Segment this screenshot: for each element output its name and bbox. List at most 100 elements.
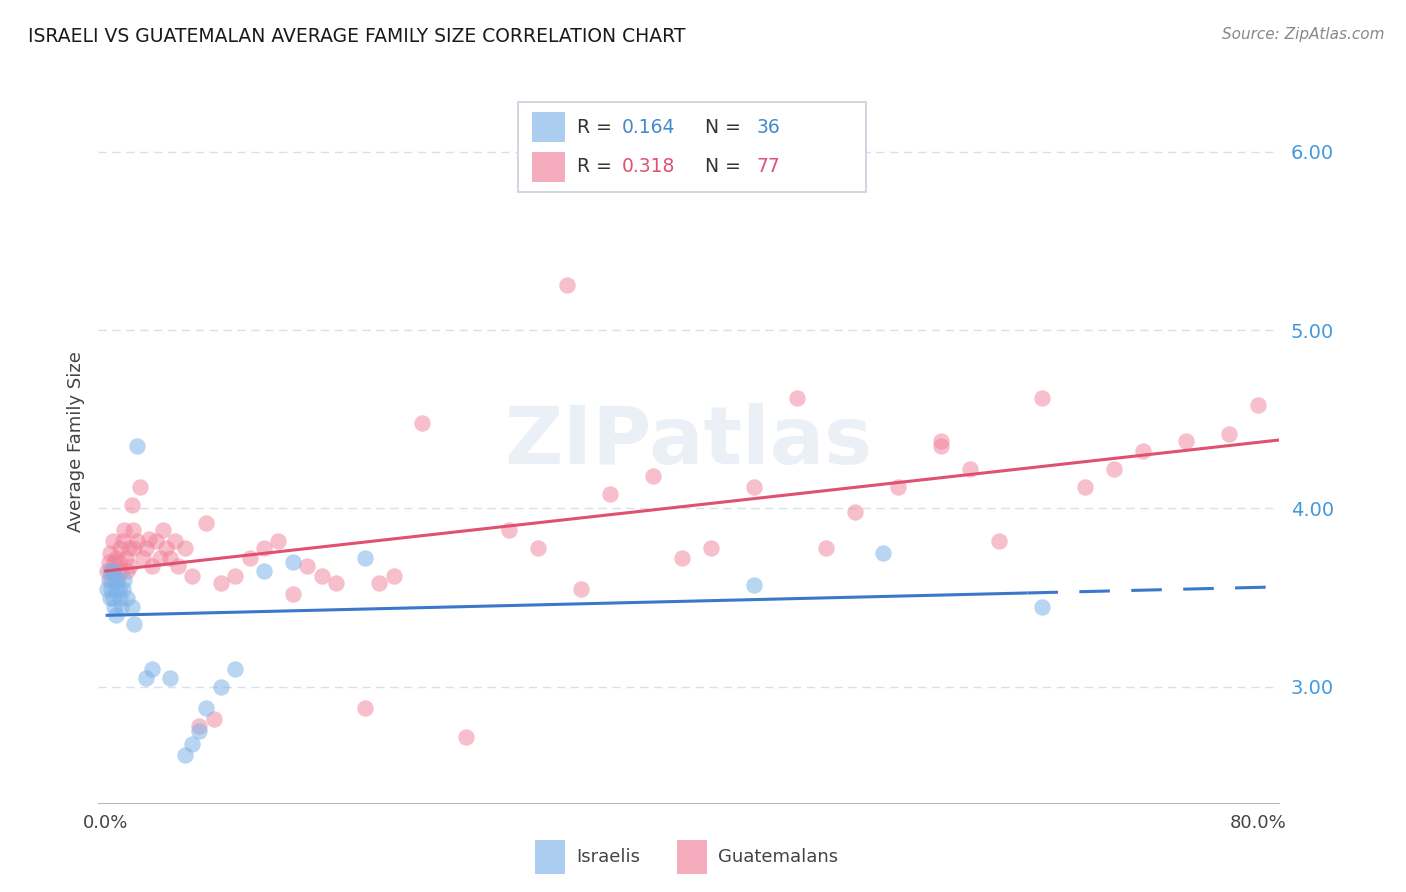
Point <box>195 516 218 530</box>
Text: N =: N = <box>686 118 747 136</box>
Point <box>929 434 952 448</box>
Point <box>97 555 120 569</box>
Point <box>112 523 135 537</box>
Point <box>98 564 121 578</box>
Point <box>103 555 125 569</box>
Point <box>929 439 952 453</box>
Point <box>122 523 145 537</box>
Point <box>100 582 122 596</box>
Point <box>107 555 129 569</box>
Point <box>281 587 304 601</box>
Point <box>368 576 391 591</box>
Point <box>101 564 124 578</box>
Point <box>239 551 262 566</box>
Point <box>103 573 125 587</box>
Point <box>181 569 204 583</box>
Point <box>267 533 290 548</box>
Text: 0.164: 0.164 <box>621 118 675 136</box>
Point <box>281 555 304 569</box>
Point <box>1174 434 1197 448</box>
Point <box>105 573 128 587</box>
Point <box>224 662 246 676</box>
Point <box>135 671 157 685</box>
Point <box>742 480 765 494</box>
Point <box>108 591 131 605</box>
Point <box>124 541 146 555</box>
Point <box>115 591 138 605</box>
Point <box>699 541 721 555</box>
Point <box>115 564 138 578</box>
Point <box>120 558 142 573</box>
Point <box>132 551 155 566</box>
Point <box>411 416 433 430</box>
Point <box>872 546 894 560</box>
Point <box>107 582 129 596</box>
Point <box>188 719 211 733</box>
Point <box>209 576 232 591</box>
Y-axis label: Average Family Size: Average Family Size <box>66 351 84 532</box>
Text: 0.318: 0.318 <box>621 158 675 177</box>
Text: ZIPatlas: ZIPatlas <box>505 402 873 481</box>
Point <box>103 599 125 614</box>
Point <box>253 541 276 555</box>
Point <box>253 564 276 578</box>
Text: Guatemalans: Guatemalans <box>718 848 838 866</box>
Point <box>1031 599 1053 614</box>
Text: 77: 77 <box>756 158 780 177</box>
Point <box>118 541 141 555</box>
Point <box>1102 462 1125 476</box>
Point <box>159 671 181 685</box>
Point <box>297 558 319 573</box>
Bar <box>531 152 565 182</box>
Point <box>159 551 181 566</box>
Point <box>181 737 204 751</box>
Point <box>100 573 122 587</box>
Point <box>1031 391 1053 405</box>
Point <box>112 573 135 587</box>
Point <box>844 505 866 519</box>
Point <box>987 533 1010 548</box>
Point <box>1218 426 1240 441</box>
Text: 36: 36 <box>756 118 780 136</box>
Text: N =: N = <box>686 158 747 177</box>
Point <box>124 617 146 632</box>
Point <box>105 573 128 587</box>
Bar <box>678 839 707 874</box>
Point <box>127 439 149 453</box>
Point <box>173 747 195 762</box>
Bar <box>531 112 565 143</box>
Point <box>98 591 121 605</box>
Point <box>786 391 808 405</box>
Point <box>104 582 127 596</box>
Point <box>110 564 132 578</box>
Point <box>166 558 188 573</box>
Point <box>121 599 143 614</box>
Point <box>526 541 548 555</box>
Point <box>814 541 837 555</box>
Point <box>101 564 124 578</box>
Point <box>311 569 333 583</box>
Point <box>1074 480 1097 494</box>
Point <box>149 551 172 566</box>
Point <box>1247 398 1270 412</box>
Point <box>141 558 163 573</box>
Point <box>671 551 693 566</box>
Text: Source: ZipAtlas.com: Source: ZipAtlas.com <box>1222 27 1385 42</box>
Point <box>742 578 765 592</box>
FancyBboxPatch shape <box>517 102 866 193</box>
Point <box>454 730 477 744</box>
Text: R =: R = <box>576 118 617 136</box>
Point <box>121 498 143 512</box>
Point <box>114 551 136 566</box>
Point <box>108 541 131 555</box>
Point <box>101 533 124 548</box>
Point <box>145 533 167 548</box>
Point <box>104 608 127 623</box>
Point <box>173 541 195 555</box>
Point <box>887 480 910 494</box>
Point <box>104 551 127 566</box>
Point <box>1132 444 1154 458</box>
Point <box>96 582 118 596</box>
Point <box>111 582 134 596</box>
Bar <box>536 839 565 874</box>
